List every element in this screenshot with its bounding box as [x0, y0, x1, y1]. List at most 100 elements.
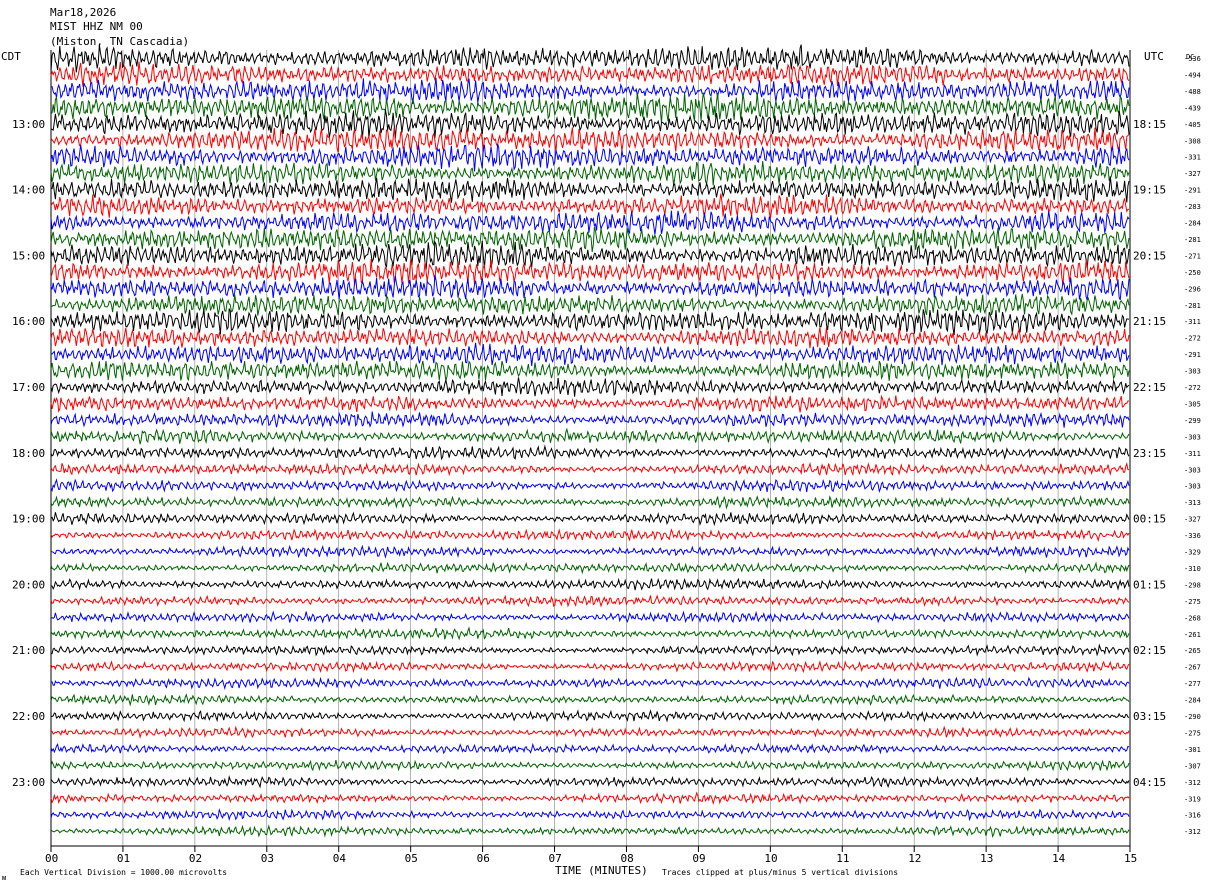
trace-45 [50, 791, 1130, 806]
x-tick-label-11: 11 [836, 852, 849, 865]
x-tick-label-7: 07 [549, 852, 562, 865]
trace-38 [50, 676, 1130, 691]
dc-offset-label-14: -296 [1184, 285, 1201, 293]
trace-40 [50, 709, 1130, 723]
x-tick-label-0: 00 [45, 852, 58, 865]
dc-offset-label-37: -267 [1184, 664, 1201, 672]
left-time-label-9: 22:00 [12, 710, 45, 723]
left-time-label-7: 20:00 [12, 578, 45, 591]
trace-42 [50, 742, 1130, 755]
trace-15 [50, 293, 1130, 316]
left-time-label-8: 21:00 [12, 644, 45, 657]
header-block: Mar18,2026 MIST HHZ NM 00 (Miston, TN Ca… [50, 6, 189, 48]
trace-36 [50, 643, 1130, 657]
dc-offset-label-18: -291 [1184, 351, 1201, 359]
right-time-labels: 18:15 19:15 20:15 21:15 22:15 23:15 00:15 01:15… [1133, 118, 1166, 789]
corner-mark: ᴍ [2, 874, 6, 882]
trace-41 [50, 725, 1130, 739]
trace-20 [50, 377, 1130, 397]
trace-11 [50, 226, 1130, 252]
dc-offset-label-34: -268 [1184, 614, 1201, 622]
x-tick-label-14: 14 [1052, 852, 1066, 865]
dc-offset-label-31: -310 [1184, 565, 1201, 573]
x-tick-label-6: 06 [477, 852, 490, 865]
right-time-label-4: 22:15 [1133, 381, 1166, 394]
dc-offset-label-26: -303 [1184, 483, 1201, 491]
dc-offset-label-8: -291 [1184, 187, 1201, 195]
dc-offset-label-40: -290 [1184, 713, 1201, 721]
trace-4 [50, 109, 1130, 139]
trace-26 [50, 478, 1130, 494]
header-location: (Miston, TN Cascadia) [50, 35, 189, 48]
dc-offset-label-4: -405 [1184, 121, 1201, 129]
dc-offset-label-19: -303 [1184, 368, 1201, 376]
dc-offset-label-24: -311 [1184, 450, 1201, 458]
x-tick-label-5: 05 [405, 852, 418, 865]
left-time-label-6: 19:00 [12, 513, 45, 526]
dc-offset-label-21: -305 [1184, 400, 1201, 408]
x-tick-label-8: 08 [620, 852, 633, 865]
dc-offset-label-36: -265 [1184, 647, 1201, 655]
dc-offset-label-13: -250 [1184, 269, 1201, 277]
x-tick-label-3: 03 [261, 852, 274, 865]
dc-offset-label-38: -277 [1184, 680, 1201, 688]
trace-21 [50, 394, 1129, 414]
dc-offset-label-1: -494 [1184, 71, 1201, 79]
dc-header-label: DC [1186, 53, 1194, 61]
trace-35 [50, 626, 1130, 641]
dc-offset-label-27: -313 [1184, 499, 1201, 507]
dc-offset-label-33: -275 [1184, 598, 1201, 606]
left-time-label-3: 16:00 [12, 315, 45, 328]
dc-offset-label-22: -299 [1184, 417, 1201, 425]
right-time-label-0: 18:15 [1133, 118, 1166, 131]
left-time-labels: 13:00 14:00 15:00 16:00 17:00 18:00 19:00 20:00… [12, 118, 45, 789]
right-time-label-8: 02:15 [1133, 644, 1166, 657]
trace-17 [50, 327, 1130, 349]
trace-46 [50, 808, 1130, 822]
trace-16 [50, 308, 1130, 336]
trace-39 [50, 693, 1130, 707]
dc-offset-label-46: -316 [1184, 812, 1201, 820]
trace-30 [50, 544, 1130, 559]
dc-offset-label-29: -336 [1184, 532, 1201, 540]
dc-offset-label-7: -327 [1184, 170, 1201, 178]
trace-group [50, 44, 1130, 838]
dc-offset-label-2: -488 [1184, 88, 1201, 96]
trace-32 [50, 577, 1130, 591]
x-tick-label-4: 04 [333, 852, 347, 865]
trace-18 [50, 342, 1130, 367]
trace-8 [50, 176, 1130, 203]
left-time-label-1: 14:00 [12, 184, 45, 197]
dc-offset-label-23: -303 [1184, 433, 1201, 441]
dc-offset-label-10: -284 [1184, 220, 1201, 228]
dc-offset-label-44: -312 [1184, 779, 1201, 787]
trace-14 [50, 274, 1130, 301]
left-time-label-0: 13:00 [12, 118, 45, 131]
left-time-label-5: 18:00 [12, 447, 45, 460]
x-tick-label-13: 13 [980, 852, 993, 865]
dc-offset-label-43: -307 [1184, 762, 1201, 770]
dc-offset-label-39: -284 [1184, 697, 1201, 705]
dc-offset-labels: -536 -494 -488 -439 -405 -308 -331 -327 -291 -283… [1184, 55, 1201, 836]
trace-33 [50, 594, 1130, 608]
right-time-label-5: 23:15 [1133, 447, 1166, 460]
dc-offset-label-32: -298 [1184, 581, 1201, 589]
dc-offset-label-45: -319 [1184, 795, 1201, 803]
dc-offset-label-30: -329 [1184, 549, 1201, 557]
x-axis: 00 01 02 03 04 05 06 07 08 09 10 11 12 13 14 15 [45, 845, 1137, 865]
dc-offset-label-41: -275 [1184, 729, 1201, 737]
trace-7 [50, 160, 1130, 186]
trace-3 [50, 92, 1130, 124]
trace-23 [50, 427, 1130, 445]
trace-19 [50, 360, 1130, 382]
header-station: MIST HHZ NM 00 [50, 20, 143, 33]
trace-37 [50, 660, 1130, 674]
dc-offset-label-17: -272 [1184, 335, 1201, 343]
trace-13 [50, 259, 1130, 286]
trace-44 [50, 775, 1130, 789]
trace-29 [50, 528, 1130, 543]
footer-scale-note: Each Vertical Division = 1000.00 microvo… [20, 868, 227, 877]
trace-1 [50, 61, 1130, 87]
trace-10 [50, 210, 1130, 235]
